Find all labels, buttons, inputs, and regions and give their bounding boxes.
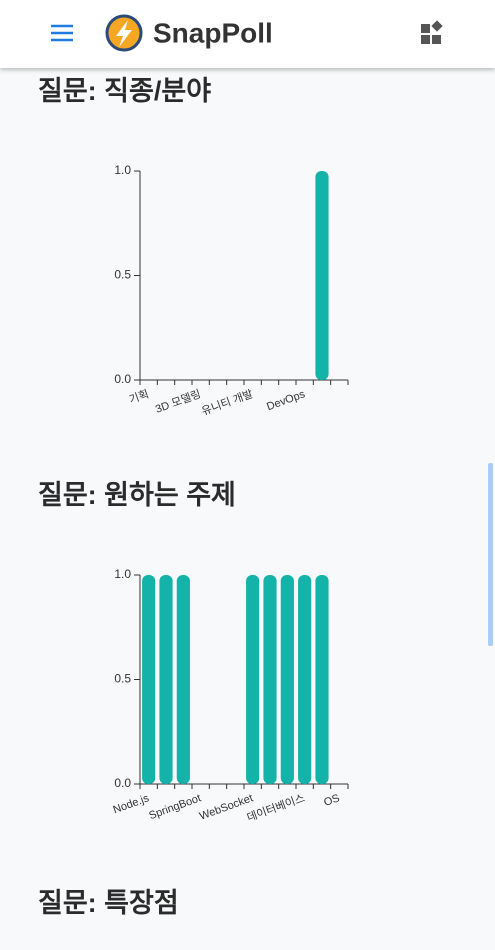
bar	[280, 575, 294, 784]
y-tick-label: 0.5	[114, 268, 131, 282]
logo	[105, 14, 143, 52]
bar	[298, 575, 312, 784]
app-name: SnapPoll	[153, 17, 273, 48]
menu-button[interactable]	[51, 24, 73, 42]
section-title: 질문: 직종/분야	[38, 76, 211, 106]
app-bar	[0, 0, 495, 68]
bar	[142, 575, 156, 784]
scrollbar[interactable]	[488, 463, 493, 646]
section-title: 질문: 특장점	[38, 888, 179, 918]
bar	[263, 575, 277, 784]
bar	[315, 171, 329, 380]
y-tick-label: 1.0	[114, 163, 131, 177]
bar	[159, 575, 173, 784]
y-tick-label: 0.0	[114, 776, 131, 790]
bar	[246, 575, 260, 784]
section-title: 질문: 원하는 주제	[38, 480, 236, 510]
x-tick-label: OS	[322, 792, 341, 809]
y-tick-label: 0.0	[114, 372, 131, 386]
y-tick-label: 0.5	[114, 672, 131, 686]
bar	[315, 575, 329, 784]
y-tick-label: 1.0	[114, 567, 131, 581]
bar	[176, 575, 190, 784]
